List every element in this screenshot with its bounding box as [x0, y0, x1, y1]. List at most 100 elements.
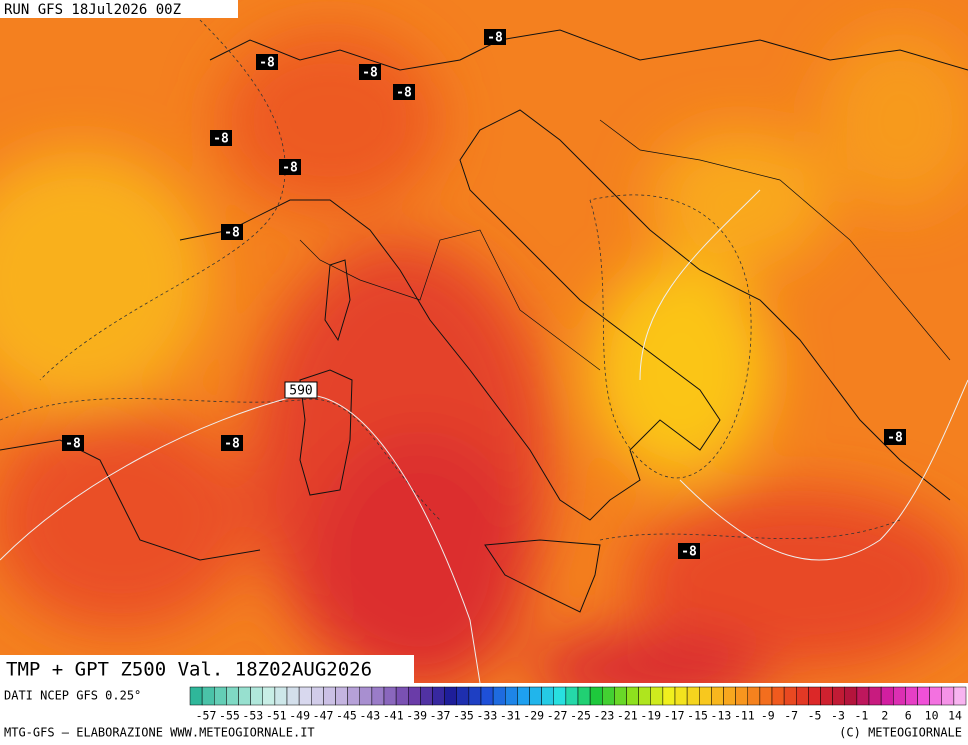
color-swatch — [492, 686, 506, 706]
color-swatch — [614, 686, 627, 706]
color-swatch — [662, 686, 676, 706]
color-bar-label: 2 — [881, 709, 888, 723]
run-label: RUN GFS 18Jul2026 00Z — [4, 2, 181, 18]
color-bar-label: -29 — [523, 709, 544, 723]
color-swatch — [686, 686, 700, 706]
color-swatch — [214, 686, 227, 706]
color-swatch — [650, 686, 664, 706]
footer-left: MTG-GFS — ELABORAZIONE WWW.METEOGIORNALE… — [4, 726, 315, 740]
source-label: DATI NCEP GFS 0.25° — [4, 689, 141, 703]
color-swatch — [783, 686, 797, 706]
color-swatch — [553, 686, 567, 706]
contour-label: -8 — [282, 161, 298, 176]
color-swatch — [577, 686, 591, 706]
color-swatch — [238, 686, 251, 706]
contour-label: -8 — [396, 86, 412, 101]
contour-label-box — [221, 224, 243, 240]
color-swatch — [735, 686, 748, 706]
color-swatch — [347, 686, 360, 706]
color-swatch — [432, 686, 445, 706]
color-swatch — [298, 686, 312, 706]
color-bar-label: -41 — [383, 709, 404, 723]
color-swatch — [747, 686, 761, 706]
color-bar-label: -45 — [336, 709, 357, 723]
color-swatch — [408, 686, 421, 706]
coastlines — [0, 29, 968, 613]
color-bar-label: -33 — [476, 709, 497, 723]
color-swatch — [602, 686, 615, 706]
color-swatch — [480, 686, 494, 706]
color-bar: -57 -55 -53 -51 -49 -47 -45 -43 -41 -39 -37 -35 -33-… — [189, 686, 967, 723]
color-bar-label: -25 — [570, 709, 591, 723]
color-swatch — [456, 686, 470, 706]
color-swatch — [771, 686, 785, 706]
color-swatch — [711, 686, 724, 706]
color-swatch — [517, 686, 530, 706]
color-swatch — [565, 686, 579, 706]
color-bar-label: -7 — [784, 709, 798, 723]
color-bar-label: -13 — [711, 709, 732, 723]
color-swatch — [880, 686, 894, 706]
isohypse-label-box — [284, 381, 318, 399]
color-swatch — [468, 686, 482, 706]
color-swatch — [929, 686, 942, 706]
color-swatch — [832, 686, 845, 706]
color-bar-label: -9 — [761, 709, 775, 723]
contour-label-box — [884, 429, 906, 445]
color-bar-label: -21 — [617, 709, 638, 723]
color-swatch — [674, 686, 688, 706]
color-swatch — [335, 686, 348, 706]
color-bar-label: -17 — [664, 709, 685, 723]
color-swatch — [941, 686, 955, 706]
contour-label: -8 — [224, 226, 240, 241]
contour-label-box — [484, 29, 506, 45]
color-swatch — [274, 686, 288, 706]
color-bar-label: -3 — [831, 709, 845, 723]
color-swatch — [286, 686, 300, 706]
color-bar-label: -43 — [359, 709, 380, 723]
color-swatch — [529, 686, 542, 706]
color-swatch — [189, 686, 203, 706]
color-swatch — [820, 686, 833, 706]
color-swatch — [444, 686, 457, 706]
color-bar-label: -27 — [547, 709, 568, 723]
contour-label: -8 — [65, 437, 81, 452]
color-bar-label: -55 — [219, 709, 240, 723]
color-bar-label: -15 — [687, 709, 708, 723]
color-swatch — [359, 686, 373, 706]
color-swatch — [250, 686, 263, 706]
color-bar-label: -49 — [289, 709, 310, 723]
color-swatch — [808, 686, 821, 706]
color-swatch — [626, 686, 639, 706]
contour-label-box — [256, 54, 278, 70]
contour-label-box — [678, 543, 700, 559]
color-bar-label: -23 — [594, 709, 615, 723]
temperature-field — [0, 0, 968, 683]
color-swatch — [226, 686, 239, 706]
color-swatch — [201, 686, 215, 706]
color-swatch — [893, 686, 906, 706]
color-swatch — [796, 686, 809, 706]
contour-label: -8 — [362, 66, 378, 81]
title-box — [0, 655, 414, 683]
color-bar-label: -57 — [196, 709, 217, 723]
color-swatch — [541, 686, 554, 706]
color-bar-label: -53 — [242, 709, 263, 723]
color-swatch — [638, 686, 651, 706]
run-box — [0, 0, 238, 18]
color-bar-label: -35 — [453, 709, 474, 723]
color-swatch — [953, 686, 967, 706]
color-swatch — [383, 686, 397, 706]
map-title: TMP + GPT Z500 Val. 18Z02AUG2026 — [6, 659, 372, 681]
color-swatch — [856, 686, 870, 706]
contour-label: -8 — [259, 56, 275, 71]
contour-label: -8 — [213, 132, 229, 147]
color-swatch — [868, 686, 882, 706]
color-bar-label: -5 — [808, 709, 822, 723]
isohypse-line — [679, 379, 968, 561]
color-bar-label: 14 — [948, 709, 962, 723]
color-bar-label: -37 — [430, 709, 451, 723]
color-swatch — [589, 686, 603, 706]
